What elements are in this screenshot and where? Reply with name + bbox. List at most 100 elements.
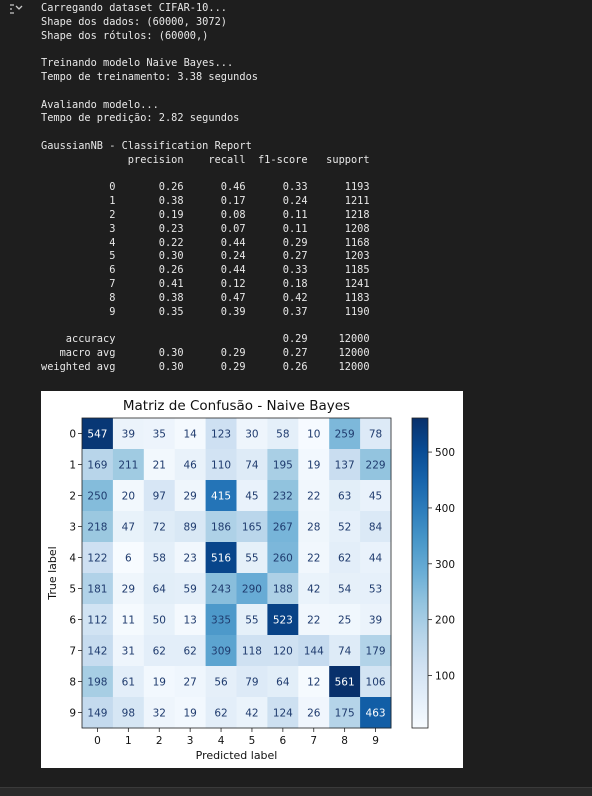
cell-value: 335: [211, 615, 231, 627]
cell-value: 53: [369, 584, 382, 596]
output-line: macro avg 0.30 0.29 0.27 12000: [41, 346, 370, 359]
heatmap-cell: [205, 573, 237, 605]
output-line: 8 0.38 0.47 0.42 1183: [41, 291, 370, 304]
heatmap-cell: [329, 697, 361, 729]
heatmap-cell: [143, 542, 176, 574]
heatmap-cell: [112, 666, 145, 698]
bottom-scrollbar[interactable]: [0, 787, 592, 796]
heatmap-cell: [174, 449, 207, 481]
heatmap-cell: [329, 542, 361, 574]
cell-value: 13: [183, 615, 196, 627]
heatmap-cell: [236, 604, 268, 636]
x-tick-label: 1: [125, 735, 132, 747]
heatmap-cell: [112, 542, 145, 574]
cell-value: 62: [214, 708, 227, 720]
cell-value: 55: [245, 615, 258, 627]
output-line: Shape dos rótulos: (60000,): [41, 29, 209, 42]
heatmap-cell: [205, 697, 237, 729]
heatmap-cell: [298, 697, 330, 729]
heatmap-cell: [236, 697, 268, 729]
heatmap-cell: [360, 542, 392, 574]
y-tick-label: 4: [69, 553, 76, 565]
output-collapse-icon[interactable]: [9, 3, 23, 15]
heatmap-cell: [298, 480, 330, 512]
cell-value: 64: [153, 584, 167, 596]
heatmap-cell: [112, 480, 145, 512]
heatmap-cell: [143, 604, 176, 636]
heatmap-cell: [329, 604, 361, 636]
cell-value: 26: [307, 708, 321, 720]
heatmap-cell: [298, 604, 330, 636]
heatmap-cell: [360, 480, 392, 512]
cell-value: 72: [153, 522, 166, 534]
y-tick-label: 3: [69, 522, 76, 534]
cell-value: 118: [242, 646, 262, 658]
heatmap-cell: [174, 604, 207, 636]
cell-value: 55: [245, 553, 258, 565]
heatmap-cell: [82, 449, 114, 481]
heatmap-cell: [112, 697, 145, 729]
heatmap-cell: [174, 480, 207, 512]
cell-value: 175: [335, 708, 355, 720]
cell-value: 267: [273, 522, 293, 534]
cell-value: 42: [307, 584, 320, 596]
heatmap-cell: [360, 635, 392, 667]
output-line: 9 0.35 0.39 0.37 1190: [41, 305, 370, 318]
cell-value: 22: [307, 553, 320, 565]
cell-value: 32: [153, 708, 166, 720]
heatmap-cell: [205, 542, 237, 574]
output-line: 4 0.22 0.44 0.29 1168: [41, 236, 370, 249]
heatmap-cell: [82, 418, 114, 450]
cell-value: 62: [183, 646, 196, 658]
colorbar-tick-label: 100: [435, 670, 455, 682]
x-tick-label: 2: [156, 735, 163, 747]
output-line: Treinando modelo Naive Bayes...: [41, 57, 234, 70]
heatmap-cell: [267, 511, 299, 543]
chart-title: Matriz de Confusão - Naive Bayes: [123, 398, 350, 414]
cell-value: 232: [273, 491, 293, 503]
heatmap-cell: [298, 511, 330, 543]
cell-value: 149: [87, 708, 107, 720]
cell-value: 120: [273, 646, 293, 658]
y-tick-label: 0: [69, 429, 76, 441]
cell-value: 74: [338, 646, 352, 658]
x-tick-label: 8: [341, 735, 348, 747]
heatmap-cell: [298, 418, 330, 450]
cell-value: 47: [122, 522, 135, 534]
cell-value: 523: [273, 615, 293, 627]
output-line: 2 0.19 0.08 0.11 1218: [41, 208, 370, 221]
heatmap-cell: [267, 635, 299, 667]
cell-value: 21: [153, 460, 166, 472]
heatmap-cell: [82, 666, 114, 698]
cell-value: 106: [366, 677, 386, 689]
cell-value: 39: [122, 429, 135, 441]
heatmap-cell: [236, 449, 268, 481]
cell-value: 20: [122, 491, 135, 503]
heatmap-cell: [360, 666, 392, 698]
cell-value: 309: [211, 646, 231, 658]
heatmap-cell: [267, 449, 299, 481]
y-tick-label: 6: [69, 615, 76, 627]
heatmap-cell: [298, 666, 330, 698]
heatmap-cell: [360, 418, 392, 450]
cell-value: 218: [87, 522, 107, 534]
cell-value: 243: [211, 584, 231, 596]
cell-value: 52: [338, 522, 351, 534]
heatmap-cell: [329, 666, 361, 698]
cell-value: 50: [153, 615, 166, 627]
cell-value: 463: [366, 708, 386, 720]
cell-value: 62: [153, 646, 166, 658]
heatmap-cell: [205, 480, 237, 512]
cell-value: 29: [183, 491, 196, 503]
heatmap-cell: [143, 697, 176, 729]
cell-value: 195: [273, 460, 293, 472]
heatmap-cell: [267, 480, 299, 512]
heatmap-cell: [329, 573, 361, 605]
heatmap-cell: [267, 604, 299, 636]
heatmap-cell: [82, 697, 114, 729]
heatmap-cell: [267, 542, 299, 574]
cell-value: 260: [273, 553, 293, 565]
heatmap-cell: [298, 449, 330, 481]
heatmap-cell: [236, 542, 268, 574]
